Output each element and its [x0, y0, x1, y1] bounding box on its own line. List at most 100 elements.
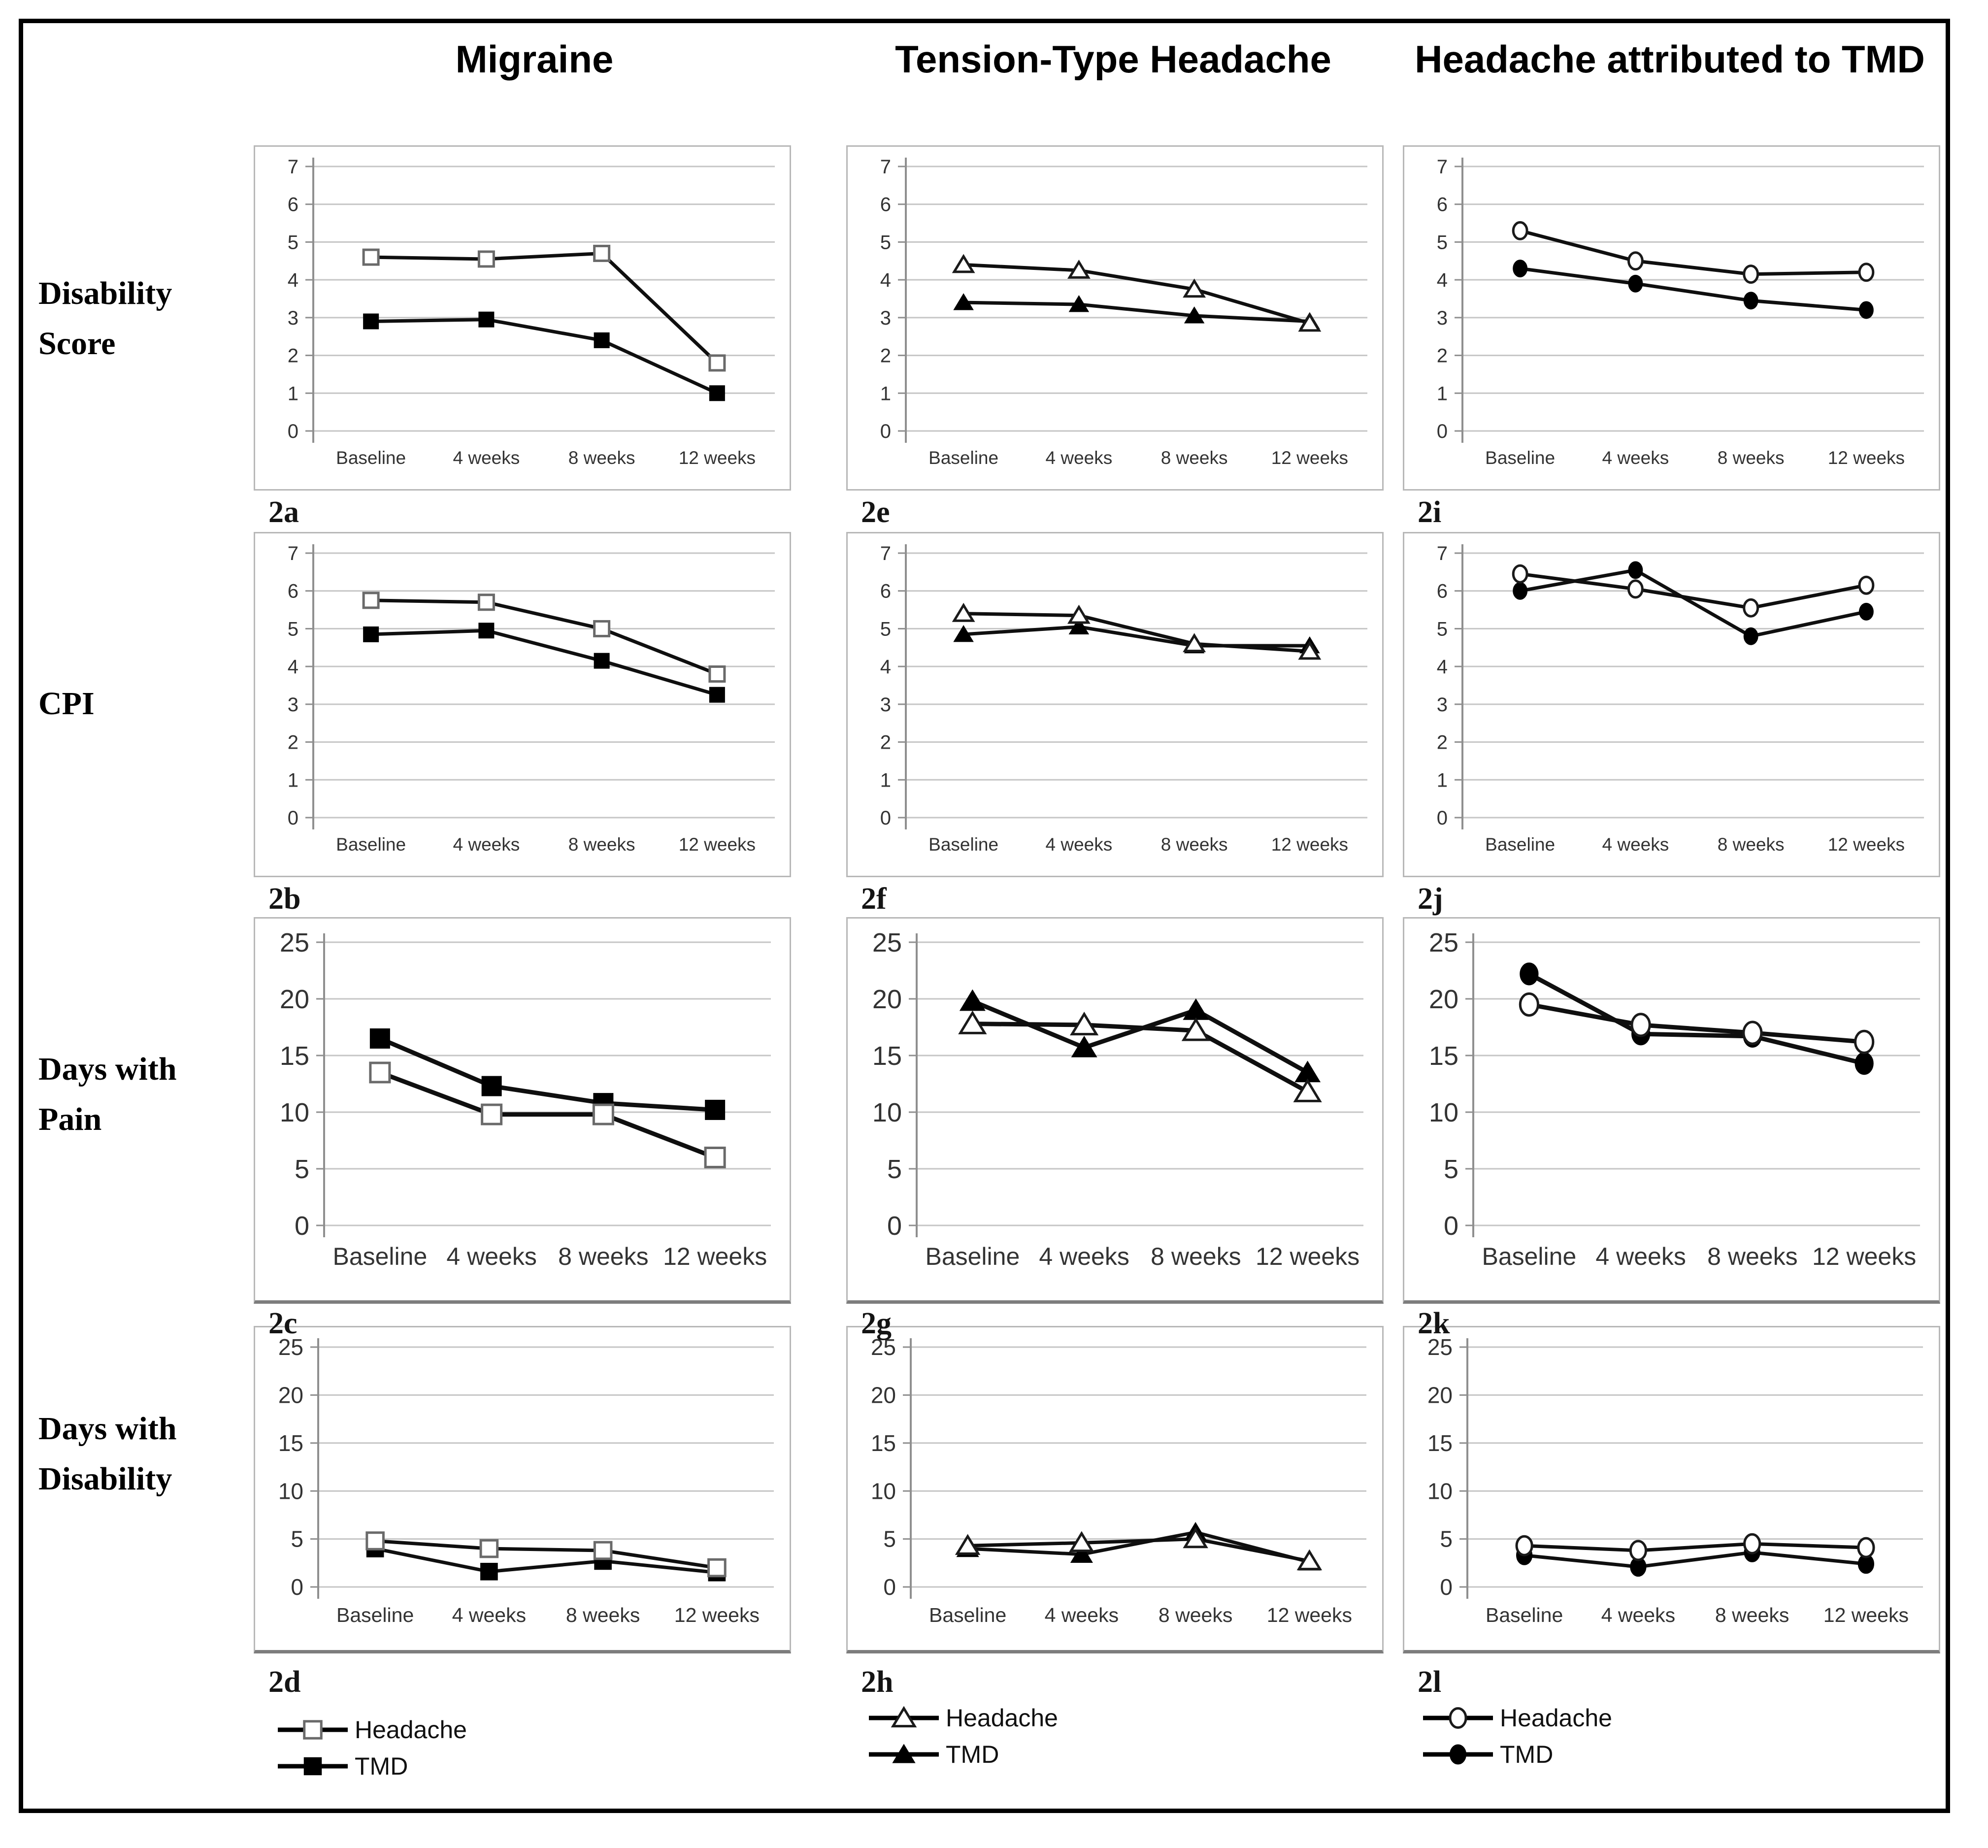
- svg-text:7: 7: [1437, 156, 1448, 178]
- row-label-cpi: CPI: [38, 686, 95, 722]
- legend-item-headache: Headache: [867, 1703, 1058, 1733]
- panel-label-2j: 2j: [1418, 882, 1443, 916]
- svg-text:0: 0: [288, 807, 298, 829]
- svg-text:5: 5: [295, 1155, 309, 1184]
- svg-text:5: 5: [288, 231, 298, 253]
- svg-text:12 weeks: 12 weeks: [1256, 1243, 1359, 1270]
- svg-text:Baseline: Baseline: [928, 448, 998, 468]
- svg-text:4 weeks: 4 weeks: [1045, 1604, 1119, 1626]
- svg-text:8 weeks: 8 weeks: [558, 1243, 648, 1270]
- svg-text:4 weeks: 4 weeks: [1602, 834, 1669, 855]
- svg-text:4 weeks: 4 weeks: [1046, 448, 1113, 468]
- svg-text:1: 1: [288, 383, 298, 404]
- svg-text:6: 6: [880, 581, 891, 602]
- svg-text:0: 0: [887, 1211, 902, 1241]
- svg-text:5: 5: [1437, 231, 1448, 253]
- svg-text:15: 15: [280, 1041, 309, 1071]
- legend-migraine-column: Headache TMD: [276, 1715, 467, 1781]
- chart-2l: 0 5 10 15 20 25 Baseline 4 weeks 8 weeks 12 weeks: [1403, 1326, 1940, 1653]
- svg-text:3: 3: [288, 694, 298, 716]
- svg-text:10: 10: [1429, 1098, 1458, 1127]
- svg-text:0: 0: [291, 1574, 303, 1600]
- column-header-migraine: Migraine: [455, 37, 614, 81]
- svg-text:15: 15: [872, 1041, 902, 1071]
- svg-text:5: 5: [1444, 1155, 1458, 1184]
- svg-text:5: 5: [1437, 618, 1448, 640]
- svg-text:5: 5: [291, 1526, 303, 1552]
- legend-label-headache: Headache: [355, 1716, 467, 1744]
- svg-text:7: 7: [288, 156, 298, 178]
- svg-text:8 weeks: 8 weeks: [1707, 1243, 1797, 1270]
- legend-item-tmd: TMD: [867, 1740, 1058, 1769]
- legend-label-tmd: TMD: [355, 1752, 408, 1780]
- panel-label-2l: 2l: [1418, 1665, 1442, 1699]
- svg-text:10: 10: [1427, 1478, 1453, 1504]
- legend-item-tmd: TMD: [276, 1751, 467, 1781]
- svg-text:25: 25: [872, 928, 902, 957]
- chart-2e: 0 1 2 3 4 5 6 7 Baseline 4 weeks 8 weeks 12 weeks: [846, 145, 1384, 491]
- svg-text:8 weeks: 8 weeks: [1161, 834, 1228, 855]
- svg-text:15: 15: [1429, 1041, 1458, 1071]
- panel-label-2k: 2k: [1418, 1307, 1450, 1340]
- svg-text:6: 6: [1437, 194, 1448, 216]
- svg-text:20: 20: [1429, 985, 1458, 1014]
- svg-text:12 weeks: 12 weeks: [674, 1604, 760, 1626]
- svg-text:20: 20: [871, 1383, 896, 1408]
- svg-text:20: 20: [280, 985, 309, 1014]
- svg-text:3: 3: [1437, 307, 1448, 329]
- svg-text:10: 10: [872, 1098, 902, 1127]
- svg-text:4: 4: [880, 269, 891, 291]
- svg-text:8 weeks: 8 weeks: [1159, 1604, 1232, 1626]
- svg-text:4 weeks: 4 weeks: [1595, 1243, 1686, 1270]
- column-header-tension-type-headache: Tension-Type Headache: [895, 37, 1331, 81]
- svg-text:4 weeks: 4 weeks: [453, 448, 520, 468]
- svg-text:7: 7: [288, 543, 298, 564]
- svg-text:15: 15: [1427, 1430, 1453, 1456]
- svg-text:12 weeks: 12 weeks: [1823, 1604, 1909, 1626]
- legend-label-tmd: TMD: [1500, 1741, 1554, 1768]
- svg-text:12 weeks: 12 weeks: [1271, 448, 1348, 468]
- svg-text:8 weeks: 8 weeks: [1151, 1243, 1241, 1270]
- svg-text:8 weeks: 8 weeks: [1161, 448, 1228, 468]
- svg-text:7: 7: [1437, 543, 1448, 564]
- svg-text:Baseline: Baseline: [1482, 1243, 1576, 1270]
- svg-text:10: 10: [871, 1478, 896, 1504]
- chart-2j: 0 1 2 3 4 5 6 7 Baseline 4 weeks 8 weeks 12 weeks: [1403, 532, 1940, 877]
- svg-text:4 weeks: 4 weeks: [446, 1243, 536, 1270]
- chart-2d: 0 5 10 15 20 25 Baseline 4 weeks 8 weeks 12 weeks: [254, 1326, 791, 1653]
- panel-label-2f: 2f: [861, 882, 887, 916]
- svg-text:8 weeks: 8 weeks: [1718, 448, 1785, 468]
- svg-text:4 weeks: 4 weeks: [452, 1604, 526, 1626]
- svg-text:1: 1: [880, 769, 891, 791]
- chart-2f: 0 1 2 3 4 5 6 7 Baseline 4 weeks 8 weeks 12 weeks: [846, 532, 1384, 877]
- svg-text:12 weeks: 12 weeks: [1267, 1604, 1352, 1626]
- svg-text:20: 20: [278, 1383, 303, 1408]
- svg-text:4: 4: [880, 656, 891, 678]
- svg-text:5: 5: [883, 1526, 896, 1552]
- svg-text:6: 6: [288, 581, 298, 602]
- svg-text:3: 3: [880, 307, 891, 329]
- svg-text:25: 25: [871, 1334, 896, 1360]
- svg-text:2: 2: [1437, 345, 1448, 367]
- legend-item-headache: Headache: [1421, 1703, 1612, 1733]
- svg-text:4: 4: [1437, 269, 1448, 291]
- svg-text:2: 2: [880, 732, 891, 754]
- svg-text:4: 4: [288, 656, 298, 678]
- svg-text:6: 6: [288, 194, 298, 216]
- svg-text:10: 10: [280, 1098, 309, 1127]
- chart-2b: 0 1 2 3 4 5 6 7 Baseline 4 weeks 8 weeks 12 weeks: [254, 532, 791, 877]
- svg-text:2: 2: [880, 345, 891, 367]
- svg-text:25: 25: [278, 1334, 303, 1360]
- svg-text:0: 0: [295, 1211, 309, 1241]
- svg-text:25: 25: [280, 928, 309, 957]
- svg-text:3: 3: [288, 307, 298, 329]
- panel-label-2i: 2i: [1418, 495, 1442, 529]
- svg-text:4 weeks: 4 weeks: [1039, 1243, 1129, 1270]
- svg-text:8 weeks: 8 weeks: [1718, 834, 1785, 855]
- svg-text:Baseline: Baseline: [332, 1243, 427, 1270]
- svg-text:4: 4: [288, 269, 298, 291]
- svg-text:12 weeks: 12 weeks: [1828, 448, 1905, 468]
- svg-text:0: 0: [288, 421, 298, 442]
- legend-label-headache: Headache: [946, 1704, 1058, 1732]
- svg-text:2: 2: [1437, 732, 1448, 754]
